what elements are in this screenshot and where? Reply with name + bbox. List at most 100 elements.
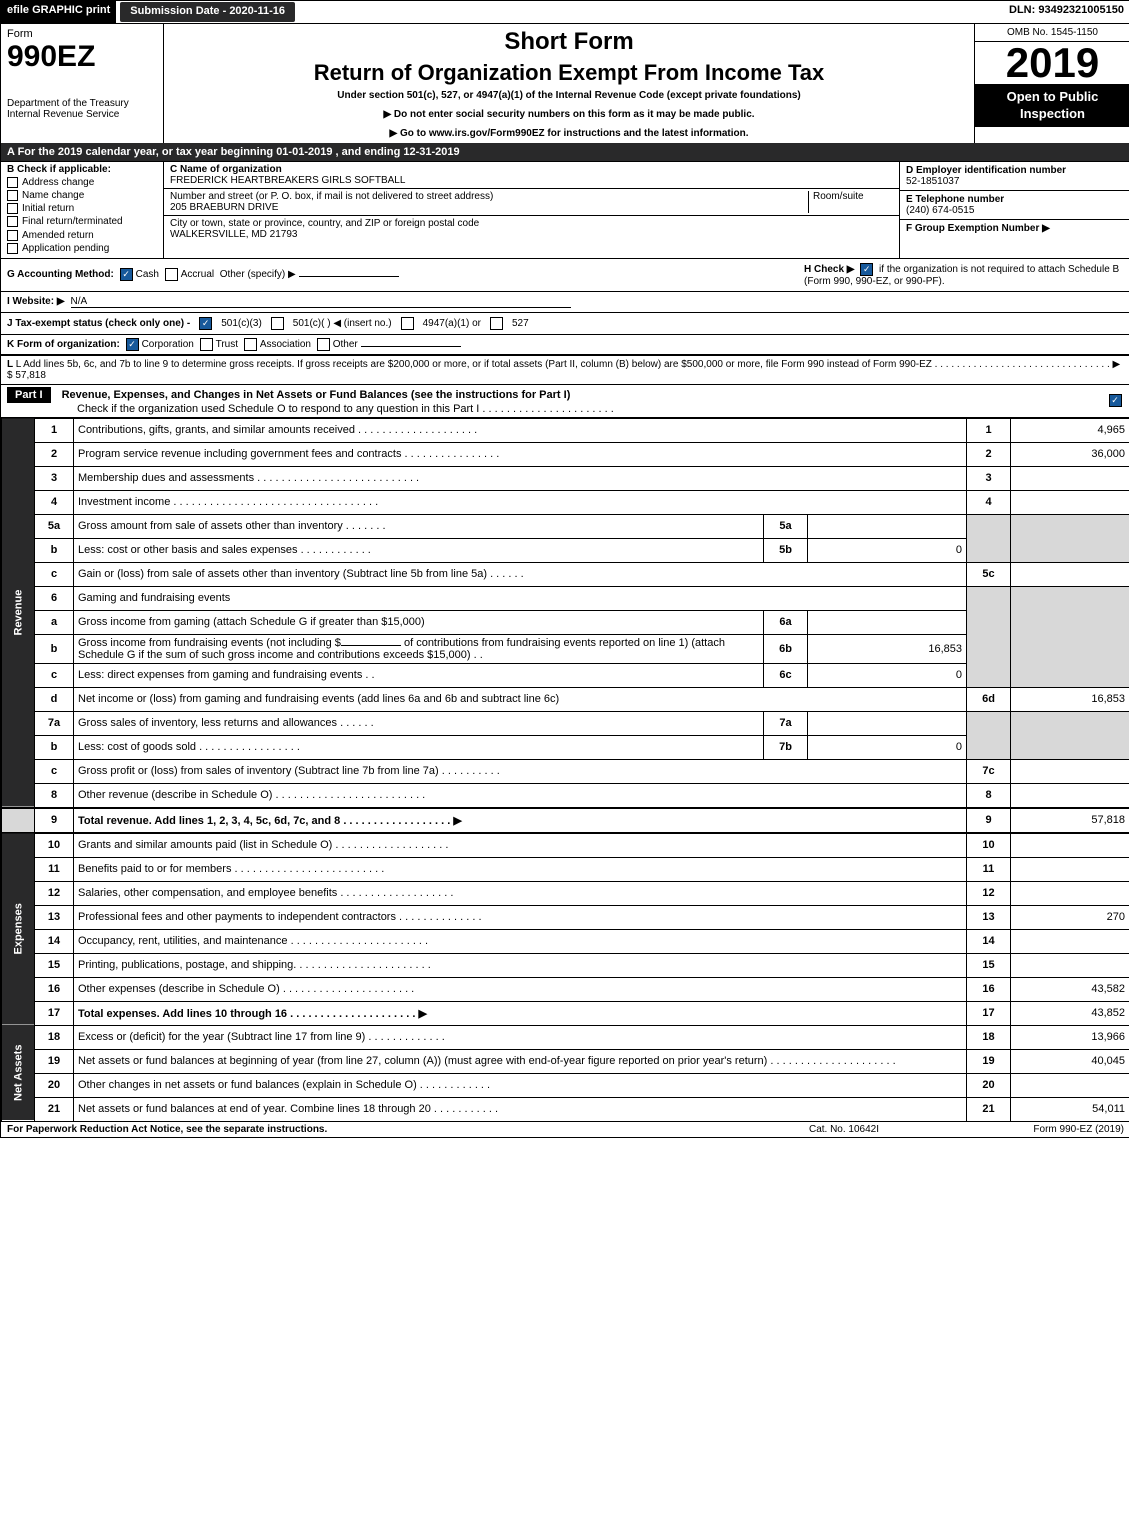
b-label: B Check if applicable:	[7, 164, 157, 175]
row-6a: a Gross income from gaming (attach Sched…	[2, 610, 1129, 634]
header-center: Short Form Return of Organization Exempt…	[164, 24, 975, 143]
chk-address-change[interactable]: Address change	[7, 177, 157, 188]
efile-label: efile GRAPHIC print	[1, 1, 116, 23]
header-right: OMB No. 1545-1150 2019 Open to Public In…	[975, 24, 1129, 143]
row-21: 21 Net assets or fund balances at end of…	[2, 1097, 1129, 1121]
form-number: 990EZ	[7, 40, 157, 74]
c-label: C Name of organization	[170, 164, 282, 175]
footer-left: For Paperwork Reduction Act Notice, see …	[7, 1124, 744, 1135]
part1-check-text: Check if the organization used Schedule …	[77, 403, 614, 415]
chk-501c3[interactable]: ✓	[199, 317, 212, 330]
financial-table: Revenue 1 Contributions, gifts, grants, …	[1, 418, 1129, 1122]
tel-label: E Telephone number	[906, 194, 1004, 205]
row-9: 9 Total revenue. Add lines 1, 2, 3, 4, 5…	[2, 808, 1129, 833]
row-5b: b Less: cost or other basis and sales ex…	[2, 538, 1129, 562]
notice-ssn: ▶ Do not enter social security numbers o…	[172, 109, 966, 120]
expenses-side-label: Expenses	[2, 833, 35, 1026]
part1-badge: Part I	[7, 387, 51, 403]
row-10: Expenses 10 Grants and similar amounts p…	[2, 833, 1129, 858]
chk-527[interactable]	[490, 317, 503, 330]
chk-other-org[interactable]	[317, 338, 330, 351]
revenue-side-label: Revenue	[2, 418, 35, 808]
org-name: FREDERICK HEARTBREAKERS GIRLS SOFTBALL	[170, 175, 405, 186]
row-15: 15 Printing, publications, postage, and …	[2, 953, 1129, 977]
open-public: Open to Public Inspection	[975, 85, 1129, 127]
row-18: Net Assets 18 Excess or (deficit) for th…	[2, 1025, 1129, 1049]
part1-heading: Part I Revenue, Expenses, and Changes in…	[1, 385, 1129, 418]
l-row: L L Add lines 5b, 6c, and 7b to line 9 t…	[1, 356, 1129, 385]
footer: For Paperwork Reduction Act Notice, see …	[1, 1122, 1129, 1137]
row-7a: 7a Gross sales of inventory, less return…	[2, 711, 1129, 735]
website-value: N/A	[71, 296, 571, 308]
row-4: 4 Investment income . . . . . . . . . . …	[2, 490, 1129, 514]
group-exemption-label: F Group Exemption Number ▶	[906, 223, 1050, 234]
section-def: D Employer identification number 52-1851…	[899, 162, 1129, 258]
city-state-zip: WALKERSVILLE, MD 21793	[170, 229, 297, 240]
form-header: Form 990EZ Department of the Treasury In…	[1, 24, 1129, 143]
row-6b: b Gross income from fundraising events (…	[2, 634, 1129, 663]
chk-assoc[interactable]	[244, 338, 257, 351]
chk-name-change[interactable]: Name change	[7, 190, 157, 201]
footer-right: Form 990-EZ (2019)	[944, 1124, 1124, 1135]
h-check: H Check ▶ ✓ if the organization is not r…	[804, 263, 1124, 287]
row-7b: b Less: cost of goods sold . . . . . . .…	[2, 735, 1129, 759]
row-11: 11 Benefits paid to or for members . . .…	[2, 857, 1129, 881]
chk-corp[interactable]: ✓	[126, 338, 139, 351]
row-2: 2 Program service revenue including gove…	[2, 442, 1129, 466]
row-20: 20 Other changes in net assets or fund b…	[2, 1073, 1129, 1097]
return-title: Return of Organization Exempt From Incom…	[172, 60, 966, 86]
submission-date: Submission Date - 2020-11-16	[120, 2, 295, 22]
chk-trust[interactable]	[200, 338, 213, 351]
street-address: 205 BRAEBURN DRIVE	[170, 202, 278, 213]
ein-value: 52-1851037	[906, 176, 959, 187]
short-form-title: Short Form	[172, 28, 966, 56]
j-row: J Tax-exempt status (check only one) - ✓…	[1, 313, 1129, 335]
chk-initial-return[interactable]: Initial return	[7, 203, 157, 214]
chk-h[interactable]: ✓	[860, 263, 873, 276]
form-page: efile GRAPHIC print Submission Date - 20…	[0, 0, 1129, 1138]
tax-period: A For the 2019 calendar year, or tax yea…	[1, 143, 1129, 162]
i-label: I Website: ▶	[7, 296, 65, 307]
dept-treasury: Department of the Treasury	[7, 98, 157, 109]
row-13: 13 Professional fees and other payments …	[2, 905, 1129, 929]
6b-blank[interactable]	[341, 645, 401, 646]
row-14: 14 Occupancy, rent, utilities, and maint…	[2, 929, 1129, 953]
i-website-row: I Website: ▶ N/A	[1, 292, 1129, 313]
section-c: C Name of organization FREDERICK HEARTBR…	[164, 162, 899, 258]
notice-link[interactable]: ▶ Go to www.irs.gov/Form990EZ for instru…	[172, 128, 966, 139]
row-1: Revenue 1 Contributions, gifts, grants, …	[2, 418, 1129, 442]
row-16: 16 Other expenses (describe in Schedule …	[2, 977, 1129, 1001]
form-word: Form	[7, 28, 157, 40]
row-6d: d Net income or (loss) from gaming and f…	[2, 687, 1129, 711]
gh-row: G Accounting Method: ✓Cash Accrual Other…	[1, 259, 1129, 292]
top-spacer	[299, 1, 1003, 23]
header-left: Form 990EZ Department of the Treasury In…	[1, 24, 164, 143]
row-17: 17 Total expenses. Add lines 10 through …	[2, 1001, 1129, 1025]
room-suite: Room/suite	[808, 191, 893, 213]
chk-schedule-o[interactable]: ✓	[1109, 394, 1122, 407]
row-12: 12 Salaries, other compensation, and emp…	[2, 881, 1129, 905]
dln-label: DLN: 93492321005150	[1003, 1, 1129, 23]
chk-4947[interactable]	[401, 317, 414, 330]
k-row: K Form of organization: ✓Corporation Tru…	[1, 335, 1129, 356]
city-label: City or town, state or province, country…	[170, 218, 479, 229]
ein-label: D Employer identification number	[906, 165, 1066, 176]
subtitle: Under section 501(c), 527, or 4947(a)(1)…	[172, 90, 966, 101]
chk-501c[interactable]	[271, 317, 284, 330]
chk-cash[interactable]: ✓	[120, 268, 133, 281]
entity-info: B Check if applicable: Address change Na…	[1, 162, 1129, 259]
chk-amended-return[interactable]: Amended return	[7, 230, 157, 241]
other-org-line[interactable]	[361, 346, 461, 347]
tax-year: 2019	[975, 42, 1129, 85]
l-amount: $ 57,818	[7, 370, 46, 381]
chk-accrual[interactable]	[165, 268, 178, 281]
row-6: 6 Gaming and fundraising events	[2, 586, 1129, 610]
section-b: B Check if applicable: Address change Na…	[1, 162, 164, 258]
row-8: 8 Other revenue (describe in Schedule O)…	[2, 783, 1129, 808]
row-7c: c Gross profit or (loss) from sales of i…	[2, 759, 1129, 783]
chk-final-return[interactable]: Final return/terminated	[7, 216, 157, 227]
netassets-side-label: Net Assets	[2, 1025, 35, 1121]
g-accounting: G Accounting Method: ✓Cash Accrual Other…	[7, 268, 399, 281]
chk-app-pending[interactable]: Application pending	[7, 243, 157, 254]
other-specify-line[interactable]	[299, 276, 399, 277]
